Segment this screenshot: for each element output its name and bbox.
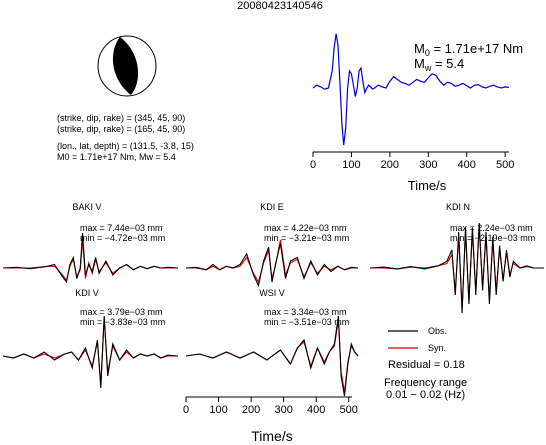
frequency-range-value: 0.01 − 0.02 (Hz) bbox=[386, 389, 465, 401]
mw-symbol: M bbox=[414, 56, 425, 71]
frequency-range-label: Frequency range bbox=[384, 377, 467, 389]
max-amplitude-wsi-v: max = 3.34e−03 mm bbox=[264, 307, 347, 317]
station-label-wsi-v: WSI V bbox=[259, 288, 285, 298]
waveform-x-ticks: 0 100 200 300 400 500 bbox=[183, 397, 358, 416]
station-label-kdi-e: KDI E bbox=[260, 202, 284, 212]
mw-subscript: w bbox=[424, 63, 432, 73]
station-label-baki-v: BAKI V bbox=[72, 202, 101, 212]
m0-symbol: M bbox=[414, 41, 425, 56]
observed-trace-kdi-n bbox=[369, 222, 544, 314]
station-label-kdi-v: KDI V bbox=[75, 288, 99, 298]
max-amplitude-kdi-n: max = 2.24e−03 mm bbox=[450, 223, 533, 233]
m0-value: = 1.71e+17 Nm bbox=[430, 41, 523, 56]
min-amplitude-wsi-v: min = −3.51e−03 mm bbox=[264, 317, 349, 327]
stf-plot: 0 100 200 300 400 500 Time/s M0 = 1.71e+17 Nm… bbox=[310, 33, 523, 193]
stf-x-tick-label-400: 400 bbox=[458, 159, 476, 171]
max-amplitude-kdi-v: max = 3.79e−03 mm bbox=[80, 307, 163, 317]
mechanism-moment: M0 = 1.71e+17 Nm, Mw = 5.4 bbox=[57, 152, 176, 162]
beachball bbox=[97, 35, 157, 97]
mechanism-info: (strike, dip, rake) = (345, 45, 90) (str… bbox=[57, 113, 194, 162]
min-amplitude-kdi-e: min = −3.21e−03 mm bbox=[264, 233, 349, 243]
stf-series-line bbox=[312, 33, 510, 146]
min-amplitude-baki-v: min = −4.72e−03 mm bbox=[80, 233, 165, 243]
waveform-x-tick-label-200: 200 bbox=[242, 404, 260, 416]
observed-trace-baki-v bbox=[2, 232, 179, 284]
stf-x-tick-label-100: 100 bbox=[342, 159, 360, 171]
mechanism-plane-2: (strike, dip, rake) = (165, 45, 90) bbox=[57, 124, 185, 134]
legend: Obs. Syn. Residual = 0.18 Frequency rang… bbox=[384, 326, 467, 401]
waveform-time-axis: 0 100 200 300 400 500 Time/s bbox=[183, 396, 358, 444]
stf-x-tick-label-500: 500 bbox=[496, 159, 514, 171]
min-amplitude-kdi-v: min = −3.83e−03 mm bbox=[80, 317, 165, 327]
stf-x-label: Time/s bbox=[408, 178, 447, 193]
waveform-x-label: Time/s bbox=[251, 428, 292, 444]
waveform-x-tick-label-100: 100 bbox=[209, 404, 227, 416]
stf-x-tick-label-300: 300 bbox=[419, 159, 437, 171]
station-label-kdi-n: KDI N bbox=[446, 202, 470, 212]
min-amplitude-kdi-n: min = −2.19e−03 mm bbox=[450, 233, 535, 243]
stf-mw-annotation: Mw = 5.4 bbox=[414, 56, 464, 73]
waveform-x-tick-label-500: 500 bbox=[340, 404, 358, 416]
beachball-compressional-quadrant bbox=[112, 37, 139, 95]
legend-obs-label: Obs. bbox=[428, 326, 447, 336]
max-amplitude-baki-v: max = 7.44e−03 mm bbox=[80, 223, 163, 233]
waveform-x-tick-label-400: 400 bbox=[307, 404, 325, 416]
waveform-x-tick-label-0: 0 bbox=[183, 404, 189, 416]
waveform-x-tick-label-300: 300 bbox=[274, 404, 292, 416]
synthetic-trace-kdi-v bbox=[2, 317, 178, 385]
mechanism-location: (lon., lat, depth) = (131.5, -3.8, 15) bbox=[57, 141, 194, 151]
stf-x-ticks: 0 100 200 300 400 500 bbox=[310, 152, 514, 171]
max-amplitude-kdi-e: max = 4.22e−03 mm bbox=[264, 223, 347, 233]
observed-trace-wsi-v bbox=[185, 315, 359, 397]
observed-trace-kdi-v bbox=[2, 315, 179, 389]
synthetic-trace-kdi-e bbox=[186, 239, 358, 284]
observed-trace-kdi-e bbox=[185, 243, 359, 288]
mechanism-plane-1: (strike, dip, rake) = (345, 45, 90) bbox=[57, 113, 185, 123]
stf-x-tick-label-0: 0 bbox=[310, 159, 316, 171]
stf-x-tick-label-200: 200 bbox=[381, 159, 399, 171]
m0-subscript: 0 bbox=[425, 48, 430, 58]
stf-m0-annotation: M0 = 1.71e+17 Nm bbox=[414, 41, 523, 58]
mw-value: = 5.4 bbox=[431, 56, 464, 71]
residual-text: Residual = 0.18 bbox=[388, 359, 465, 371]
legend-syn-label: Syn. bbox=[428, 343, 446, 353]
synthetic-trace-baki-v bbox=[3, 239, 178, 282]
figure-title: 20080423140546 bbox=[237, 0, 323, 12]
